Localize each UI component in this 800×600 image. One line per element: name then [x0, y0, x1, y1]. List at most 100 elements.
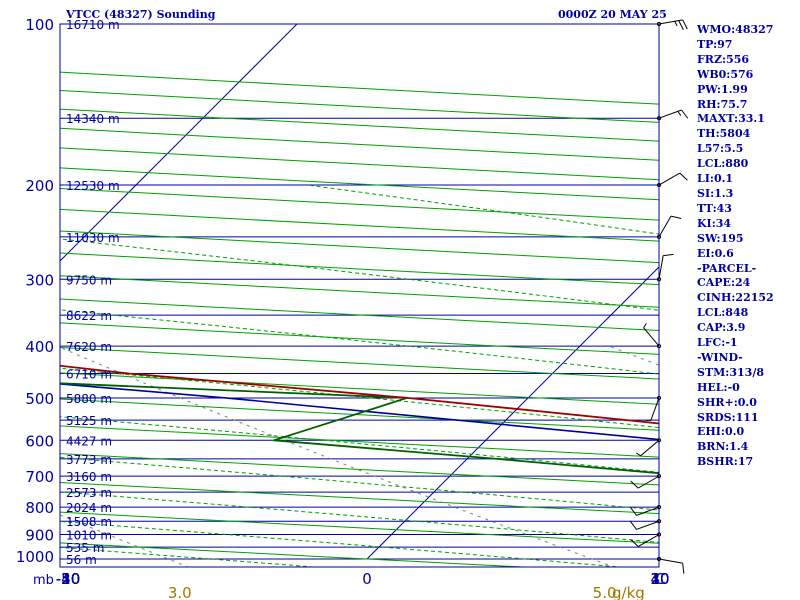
moist-adiabat-line	[60, 367, 659, 429]
temperature-tick-label: 10	[650, 570, 669, 588]
index-item: SHR+:0.0	[697, 395, 757, 409]
pressure-tick-label: 600	[25, 432, 54, 450]
index-item: EI:0.6	[697, 246, 734, 260]
indices-panel: WMO:48327 TP:97 FRZ:556 WB0:576 PW:1.99 RH:75…	[697, 23, 774, 470]
index-item: HEL:-0	[697, 380, 740, 394]
height-label: 9750 m	[66, 273, 112, 287]
wind-barb	[656, 172, 688, 188]
moist-adiabat-line	[60, 238, 659, 311]
index-item: EHI:0.0	[697, 425, 745, 439]
height-label: 16710 m	[66, 18, 120, 32]
chart-datetime: 0000Z 20 MAY 25	[558, 8, 667, 21]
temperature-tick-label: 40	[650, 570, 669, 588]
temperature-tick-label: -20	[56, 570, 81, 588]
wind-barb	[643, 323, 662, 349]
dry-adiabat-line	[60, 230, 659, 264]
dry-adiabat-line	[60, 147, 659, 181]
pressure-tick-label: 1000	[16, 548, 54, 566]
height-label: 535 m	[66, 541, 104, 555]
moist-adiabat-line	[60, 309, 659, 375]
height-label: 3160 m	[66, 470, 112, 484]
height-label: 1010 m	[66, 529, 112, 543]
dry-adiabat-line	[60, 167, 659, 201]
index-item: FRZ:556	[697, 52, 750, 66]
isotherm-line	[60, 24, 298, 262]
wind-barb	[656, 556, 685, 574]
index-item: LFC:-1	[697, 336, 738, 350]
index-item: SW:195	[697, 231, 744, 245]
wind-barb	[629, 519, 662, 530]
plot-frame	[59, 23, 660, 568]
dewpoint-line	[60, 382, 659, 475]
height-label: 12530 m	[66, 179, 120, 193]
wind-barb	[630, 532, 662, 547]
temperature-tick-label: -40	[56, 570, 81, 588]
index-item: KI:34	[697, 216, 732, 230]
dry-adiabat-line	[60, 372, 659, 405]
index-item: CAPE:24	[697, 276, 751, 290]
dry-adiabat-line	[60, 398, 659, 431]
height-label: 5125 m	[66, 414, 112, 428]
index-item: CINH:22152	[697, 291, 774, 305]
index-item: CAP:3.9	[697, 321, 746, 335]
dry-adiabat-line	[60, 425, 659, 458]
mixing-ratio-tick-label: 3.0	[168, 584, 192, 600]
temperature-tick-label: -30	[56, 570, 81, 588]
temperature-tick-label: -50	[56, 570, 81, 588]
index-item: LI:0.1	[697, 172, 734, 186]
dry-adiabat-line	[60, 71, 659, 105]
temperature-tick-label: 20	[650, 570, 669, 588]
height-label: 14340 m	[66, 112, 120, 126]
pressure-tick-label: 900	[25, 527, 54, 545]
dry-adiabat-line	[60, 108, 659, 142]
height-label: 11030 m	[66, 231, 120, 245]
index-item: WMO:48327	[697, 23, 774, 36]
parcel-line	[60, 383, 659, 441]
dry-adiabat-line	[60, 453, 659, 486]
dry-adiabat-line	[60, 347, 659, 380]
pressure-tick-label: 200	[25, 177, 54, 195]
index-item: MAXT:33.1	[697, 112, 765, 126]
wind-barb	[656, 215, 682, 239]
moist-adiabat-line	[60, 491, 659, 543]
temperature-line	[60, 364, 659, 425]
index-item: SI:1.3	[697, 186, 734, 200]
height-label: 2573 m	[66, 486, 112, 500]
moist-adiabat-line	[60, 456, 659, 511]
wind-barb	[656, 109, 689, 121]
height-label: 2024 m	[66, 501, 112, 515]
index-item: STM:313/8	[697, 365, 764, 379]
moist-adiabat-line	[60, 520, 626, 567]
height-label: 1508 m	[66, 515, 112, 529]
dry-adiabat-line	[60, 187, 659, 221]
height-label: 3773 m	[66, 453, 112, 467]
dry-adiabat-line	[60, 89, 659, 123]
pressure-tick-label: 100	[25, 16, 54, 34]
index-item: BRN:1.4	[697, 440, 749, 454]
dry-adiabat-line	[60, 208, 659, 242]
pressure-tick-label: 700	[25, 468, 54, 486]
index-item: PW:1.99	[697, 82, 748, 96]
mixing-ratio-tick-label: 5.0	[593, 584, 617, 600]
dry-adiabat-line	[60, 252, 659, 286]
index-item: L57:5.5	[697, 142, 744, 156]
isotherm-line	[366, 266, 659, 560]
pressure-tick-label: 500	[25, 390, 54, 408]
index-item: SRDS:111	[697, 410, 759, 424]
height-label: 4427 m	[66, 434, 112, 448]
dry-adiabat-line	[60, 511, 659, 544]
dry-adiabat-line	[60, 322, 659, 355]
index-item: RH:75.7	[697, 97, 748, 111]
wind-barb	[645, 395, 662, 422]
moist-adiabat-line	[60, 416, 659, 473]
index-item: TH:5804	[697, 127, 751, 141]
mixing-ratio-unit-label: g/kg	[612, 584, 645, 600]
index-item: LCL:848	[697, 306, 749, 320]
wind-barb	[635, 438, 662, 457]
index-item: -PARCEL-	[697, 261, 757, 275]
pressure-tick-label: 300	[25, 271, 54, 289]
wind-barb	[656, 19, 688, 31]
index-item: -WIND-	[697, 350, 743, 364]
index-item: TP:97	[697, 37, 733, 51]
